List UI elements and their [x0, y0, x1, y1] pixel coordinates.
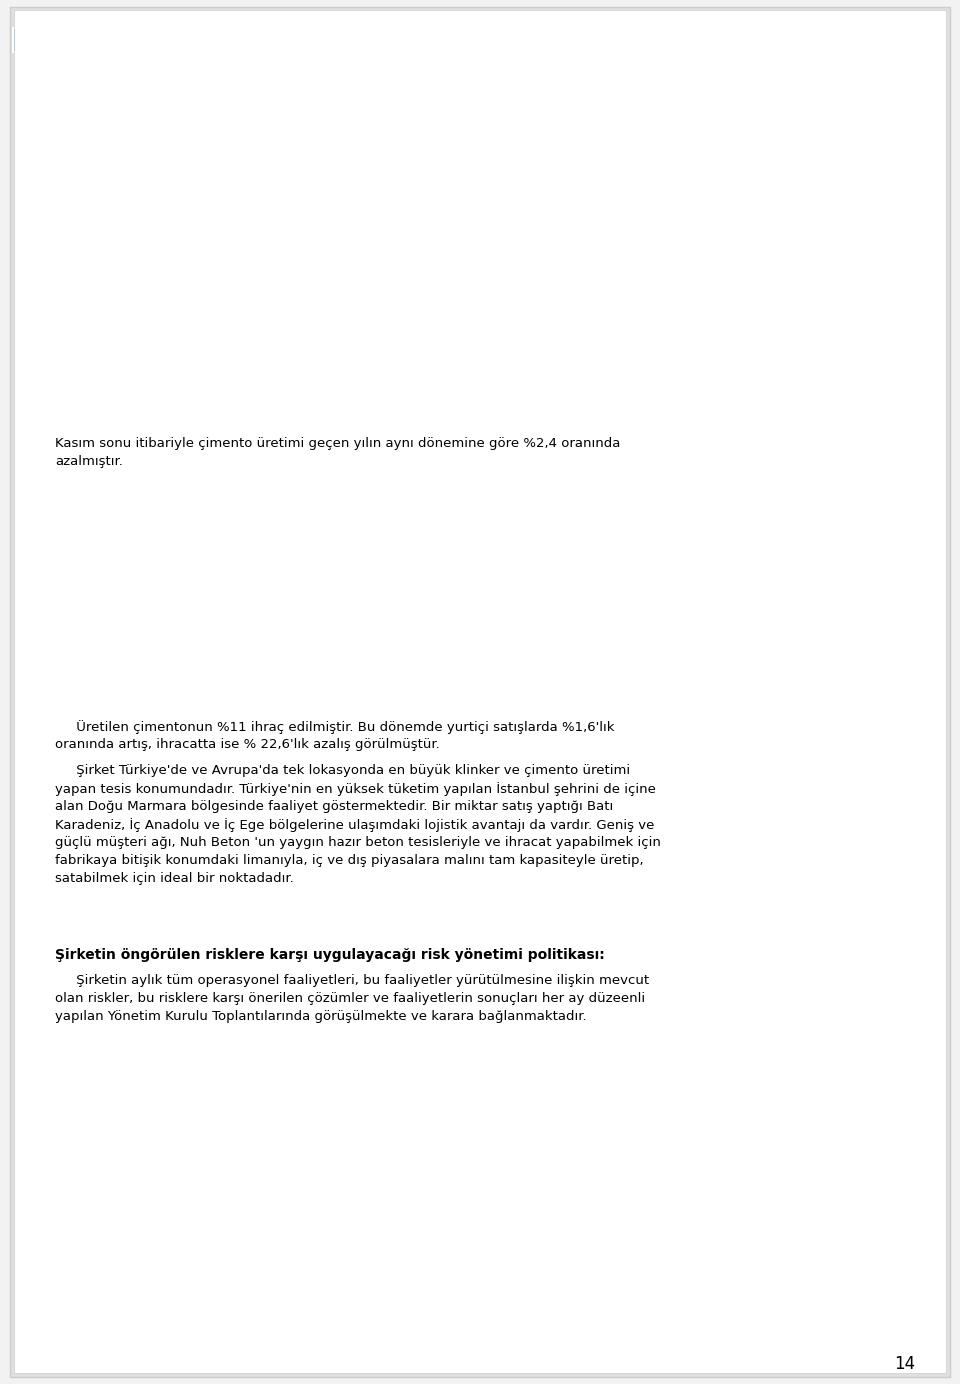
- Text: Karadeniz, İç Anadolu ve İç Ege bölgelerine ulaşımdaki lojistik avantajı da vard: Karadeniz, İç Anadolu ve İç Ege bölgeler…: [55, 818, 655, 832]
- Legend: İç Satış, İhracat: İç Satış, İhracat: [565, 671, 730, 695]
- Wedge shape: [170, 509, 330, 664]
- Text: satabilmek için ideal bir noktadadır.: satabilmek için ideal bir noktadadır.: [55, 872, 294, 884]
- Text: 9-RİSKLER VE YÖNETİM KURULUNUN DEĞERLENDİRMESİ: 9-RİSKLER VE YÖNETİM KURULUNUN DEĞERLEND…: [25, 911, 464, 925]
- Text: YÖNETİM KURULU FAALİYET RAPORU: YÖNETİM KURULU FAALİYET RAPORU: [18, 33, 293, 47]
- Text: fabrikaya bitişik konumdaki limanıyla, iç ve dış piyasalara malını tam kapasitey: fabrikaya bitişik konumdaki limanıyla, i…: [55, 854, 643, 866]
- Text: Şirketin öngörülen risklere karşı uygulayacağı risk yönetimi politikası:: Şirketin öngörülen risklere karşı uygula…: [55, 948, 605, 962]
- Text: oranında artış, ihracatta ise % 22,6'lık azalış görülmüştür.: oranında artış, ihracatta ise % 22,6'lık…: [55, 738, 440, 752]
- Text: 86: 86: [662, 621, 689, 641]
- Text: 2014: 2014: [841, 28, 925, 57]
- Text: Şirketin aylık tüm operasyonel faaliyetleri, bu faaliyetler yürütülmesine ilişki: Şirketin aylık tüm operasyonel faaliyetl…: [55, 974, 649, 987]
- Wedge shape: [627, 505, 695, 585]
- Legend: Üretim, İç Satış, İhracat: Üretim, İç Satış, İhracat: [368, 404, 632, 425]
- Text: azalmıştır.: azalmıştır.: [55, 455, 123, 468]
- Text: Şirket Türkiye'de ve Avrupa'da tek lokasyonda en büyük klinker ve çimento üretim: Şirket Türkiye'de ve Avrupa'da tek lokas…: [55, 764, 630, 776]
- Y-axis label: (Üretim/Satış)
(Ton): (Üretim/Satış) (Ton): [74, 201, 97, 268]
- Text: 11: 11: [235, 529, 262, 548]
- Y-axis label: (İhracat) (Ton): (İhracat) (Ton): [912, 201, 924, 270]
- Text: 14: 14: [895, 1355, 916, 1373]
- Text: yapılan Yönetim Kurulu Toplantılarında görüşülmekte ve karara bağlanmaktadır.: yapılan Yönetim Kurulu Toplantılarında g…: [55, 1010, 587, 1023]
- Legend: İç Satış, İhracat: İç Satış, İhracat: [146, 671, 310, 695]
- Text: güçlü müşteri ağı, Nuh Beton 'un yaygın hazır beton tesisleriyle ve ihracat yapa: güçlü müşteri ağı, Nuh Beton 'un yaygın …: [55, 836, 660, 848]
- Title: 2014: 2014: [225, 462, 275, 480]
- Text: 89: 89: [238, 621, 265, 641]
- Text: alan Doğu Marmara bölgesinde faaliyet göstermektedir. Bir miktar satış yaptığı B: alan Doğu Marmara bölgesinde faaliyet gö…: [55, 800, 613, 812]
- Wedge shape: [590, 509, 750, 664]
- Wedge shape: [221, 505, 275, 585]
- Text: yapan tesis konumundadır. Türkiye'nin en yüksek tüketim yapılan İstanbul şehrini: yapan tesis konumundadır. Türkiye'nin en…: [55, 782, 656, 796]
- Title: 2013: 2013: [645, 462, 695, 480]
- Text: 14: 14: [651, 530, 678, 548]
- Text: Üretilen çimentonun %11 ihraç edilmiştir. Bu dönemde yurtiçi satışlarda %1,6'lık: Üretilen çimentonun %11 ihraç edilmiştir…: [55, 720, 614, 734]
- Text: olan riskler, bu risklere karşı önerilen çözümler ve faaliyetlerin sonuçları her: olan riskler, bu risklere karşı önerilen…: [55, 992, 645, 1005]
- Text: Kasım sonu itibariyle çimento üretimi geçen yılın aynı dönemine göre %2,4 oranın: Kasım sonu itibariyle çimento üretimi ge…: [55, 437, 620, 450]
